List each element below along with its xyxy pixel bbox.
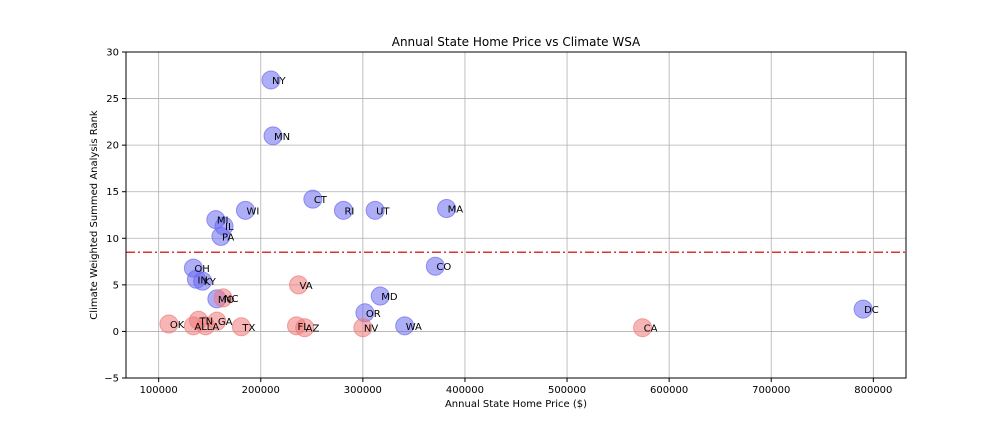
data-point-ca — [633, 318, 653, 338]
data-point-md — [370, 286, 390, 306]
grid — [126, 51, 906, 379]
point-label-dc: DC — [864, 305, 879, 316]
point-label-nv: NV — [364, 324, 378, 335]
point-label-co: CO — [436, 262, 451, 273]
point-label-fl: FL — [297, 322, 309, 333]
y-tick-label: −5 — [104, 374, 119, 385]
point-label-ga: GA — [218, 317, 233, 328]
x-tick-label: 600000 — [650, 385, 688, 396]
x-tick-label: 700000 — [752, 385, 790, 396]
data-point-mn — [263, 126, 283, 146]
data-point-ut — [365, 200, 385, 220]
y-tick-label: 30 — [106, 48, 119, 59]
y-tick-label: 10 — [106, 234, 119, 245]
data-point-dc — [853, 299, 873, 319]
point-label-ri: RI — [344, 206, 354, 217]
point-label-or: OR — [366, 309, 381, 320]
x-tick-label: 500000 — [548, 385, 586, 396]
point-label-mi: MI — [217, 216, 229, 227]
data-point-ri — [333, 200, 353, 220]
x-tick-label: 800000 — [854, 385, 892, 396]
point-label-tx: TX — [241, 323, 255, 334]
data-point-nc — [213, 288, 233, 308]
chart-title: Annual State Home Price vs Climate WSA — [392, 35, 641, 49]
x-tick-label: 300000 — [344, 385, 382, 396]
point-label-il: IL — [225, 222, 234, 233]
data-point-ky — [193, 271, 213, 291]
data-point-ga — [207, 311, 227, 331]
point-label-ca: CA — [644, 324, 658, 335]
point-label-va: VA — [300, 281, 313, 292]
point-label-ut: UT — [376, 206, 390, 217]
point-label-wi: WI — [246, 206, 259, 217]
data-point-pa — [211, 226, 231, 246]
data-point-va — [289, 275, 309, 295]
x-axis-title: Annual State Home Price ($) — [445, 399, 587, 410]
point-label-wa: WA — [406, 322, 422, 333]
y-tick-label: 0 — [113, 327, 119, 338]
data-point-wi — [235, 200, 255, 220]
point-label-al: AL — [194, 322, 207, 333]
data-point-ma — [437, 198, 457, 218]
data-point-az — [295, 318, 315, 338]
data-point-wa — [395, 316, 415, 336]
x-tick-label: 200000 — [242, 385, 280, 396]
x-tick-label: 400000 — [446, 385, 484, 396]
y-tick-label: 15 — [106, 187, 119, 198]
data-point-ok — [159, 314, 179, 334]
x-tick-label: 100000 — [140, 385, 178, 396]
point-label-pa: PA — [222, 232, 234, 243]
point-label-ma: MA — [448, 204, 464, 215]
point-label-ky: KY — [204, 277, 217, 288]
data-point-ct — [303, 189, 323, 209]
point-label-la: LA — [207, 322, 220, 333]
axis-ticks: 100000 200000 300000 400000 500000 600000 7000… — [104, 48, 892, 397]
y-tick-label: 20 — [106, 141, 119, 152]
point-label-mo: MO — [218, 295, 235, 306]
data-point-co — [425, 256, 445, 276]
y-axis-title: Climate Weighted Summed Analysis Rank — [89, 110, 100, 320]
data-point-ny — [261, 70, 281, 90]
point-label-tn: TN — [198, 316, 213, 327]
point-label-md: MD — [381, 292, 398, 303]
point-label-in: IN — [197, 275, 207, 286]
point-label-nc: NC — [224, 294, 238, 305]
plot-frame — [125, 51, 907, 379]
y-tick-label: 5 — [113, 280, 119, 291]
point-label-mn: MN — [274, 132, 290, 143]
data-point-tx — [231, 317, 251, 337]
point-label-ct: CT — [314, 195, 328, 206]
data-point-nv — [353, 318, 373, 338]
point-label-oh: OH — [194, 264, 209, 275]
point-label-ok: OK — [170, 320, 185, 331]
point-label-ny: NY — [272, 76, 286, 87]
point-label-az: AZ — [306, 324, 320, 335]
y-tick-label: 25 — [106, 94, 119, 105]
